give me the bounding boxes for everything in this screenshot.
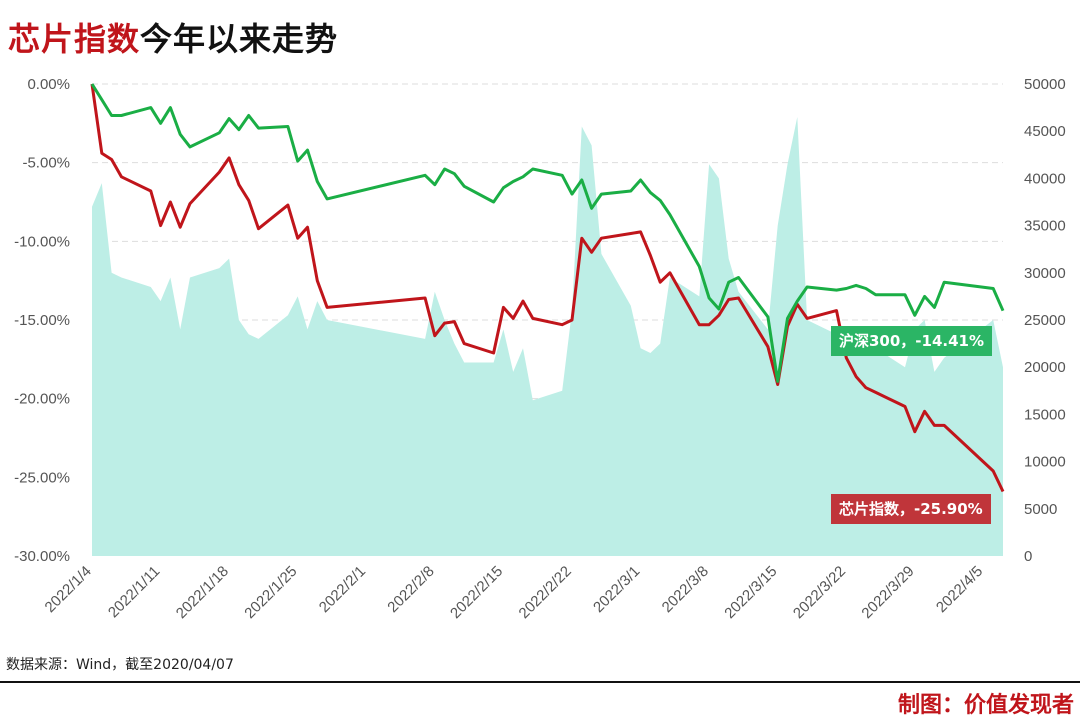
x-axis: 2022/1/4 2022/1/11 2022/1/18 2022/1/25 2022/… (42, 563, 987, 622)
right-tick-label: 5000 (1024, 501, 1057, 518)
left-tick-label: 0.00% (27, 76, 70, 93)
right-tick-label: 40000 (1024, 170, 1066, 187)
right-tick-label: 10000 (1024, 454, 1066, 471)
series-lines-layer (90, 83, 1005, 493)
csi300-line (90, 83, 1005, 383)
x-tick-label: 2022/3/15 (721, 563, 780, 622)
right-axis: 5000045000400003500030000250002000015000… (1024, 76, 1066, 565)
x-tick-label: 2022/2/15 (447, 563, 506, 622)
left-tick-label: -10.00% (14, 233, 70, 250)
right-tick-label: 30000 (1024, 265, 1066, 282)
volume-area-layer (92, 117, 1003, 556)
x-tick-label: 2022/3/22 (790, 563, 849, 622)
title-accent: 芯片指数 (8, 20, 141, 58)
chip-index-line (90, 83, 1005, 493)
footer-divider (0, 681, 1080, 683)
x-tick-label: 2022/2/8 (384, 563, 437, 616)
right-tick-label: 45000 (1024, 123, 1066, 140)
data-source-note: 数据来源：Wind，截至2020/04/07 (6, 657, 234, 673)
x-tick-label: 2022/1/11 (105, 563, 163, 621)
right-tick-label: 15000 (1024, 406, 1066, 423)
right-tick-label: 0 (1024, 548, 1032, 565)
left-axis: 0.00% -5.00% -10.00% -15.00% -20.00% -25.00% -… (14, 76, 70, 565)
x-tick-label: 2022/1/18 (173, 563, 232, 622)
x-tick-label: 2022/3/29 (858, 563, 917, 622)
csi300-end-label: 沪深300，-14.41% (831, 326, 993, 356)
left-tick-label: -25.00% (14, 469, 70, 486)
x-tick-label: 2022/2/22 (516, 563, 575, 622)
x-tick-label: 2022/1/4 (42, 563, 95, 616)
x-tick-label: 2022/2/1 (316, 563, 369, 616)
right-tick-label: 20000 (1024, 359, 1066, 376)
right-tick-label: 35000 (1024, 218, 1066, 235)
chip-end-label: 芯片指数，-25.90% (831, 494, 991, 524)
x-tick-label: 2022/3/8 (659, 563, 712, 616)
chart-title: 芯片指数今年以来走势 (8, 14, 338, 60)
x-tick-label: 2022/3/1 (590, 563, 643, 616)
credit-text: 制图：价值发现者 (897, 693, 1074, 718)
left-tick-label: -5.00% (22, 155, 70, 172)
left-tick-label: -30.00% (14, 548, 70, 565)
volume-area (92, 117, 1003, 556)
x-tick-label: 2022/4/5 (933, 563, 986, 616)
left-tick-label: -20.00% (14, 391, 70, 408)
title-rest: 今年以来走势 (140, 20, 339, 58)
right-tick-label: 25000 (1024, 312, 1066, 329)
right-tick-label: 50000 (1024, 76, 1066, 93)
chart-svg: 0.00% -5.00% -10.00% -15.00% -20.00% -25.00% -… (14, 76, 1066, 622)
left-tick-label: -15.00% (14, 312, 70, 329)
x-tick-label: 2022/1/25 (241, 563, 300, 622)
